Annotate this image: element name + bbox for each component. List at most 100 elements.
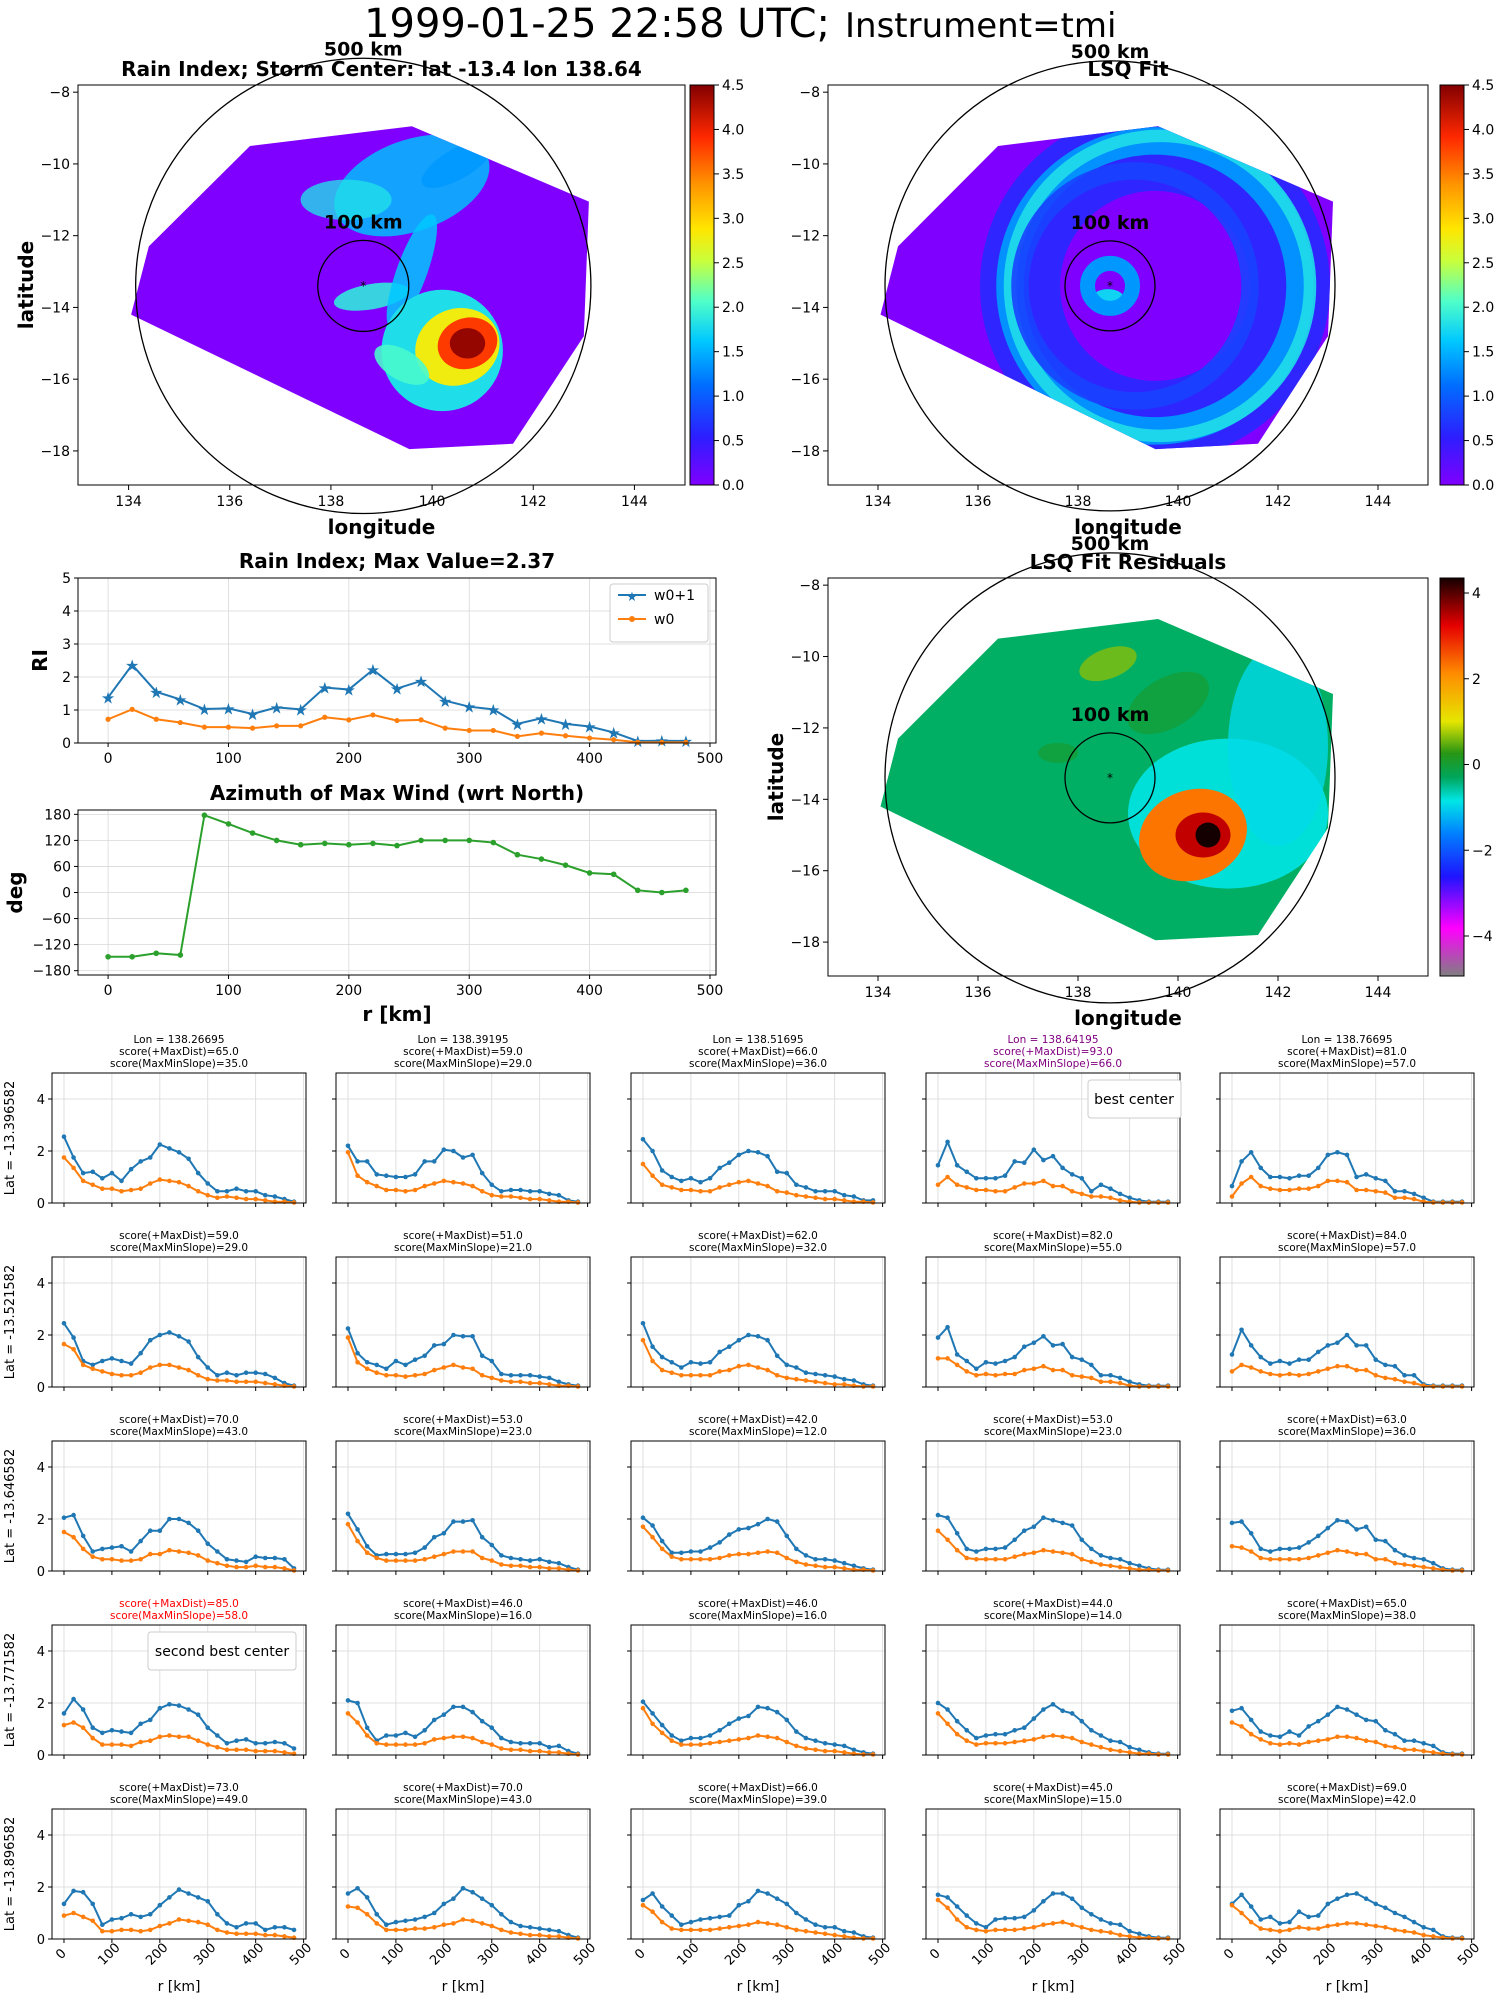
data-point: [1306, 1540, 1311, 1545]
data-point: [1127, 1195, 1132, 1201]
data-point: [650, 1891, 655, 1896]
data-point: [1430, 1200, 1436, 1205]
field-ring: [1011, 162, 1259, 410]
y-tick-label: 180: [44, 807, 71, 823]
data-point: [253, 1554, 258, 1559]
data-point: [1363, 1551, 1369, 1557]
data-point: [176, 1334, 182, 1339]
data-point: [119, 1189, 124, 1194]
data-point: [537, 1564, 542, 1570]
x-tick-label: 100: [674, 1940, 702, 1968]
data-point: [1344, 1549, 1350, 1554]
data-point: [470, 1366, 475, 1372]
data-point: [755, 1150, 761, 1155]
data-point: [262, 1927, 268, 1933]
data-point: [765, 1153, 770, 1159]
data-point: [954, 1163, 960, 1168]
data-point: [945, 1174, 950, 1180]
data-point: [128, 1373, 134, 1378]
data-point: [393, 1733, 399, 1738]
cell-score-maxdist: score(+MaxDist)=42.0: [698, 1414, 818, 1426]
data-point: [508, 1194, 514, 1199]
data-point: [61, 1134, 67, 1139]
y-tick-label: 2: [37, 1145, 45, 1160]
data-point: [546, 1375, 552, 1381]
data-point: [167, 1921, 172, 1926]
data-point: [345, 1511, 351, 1517]
data-point: [298, 723, 304, 729]
data-point: [822, 1748, 828, 1754]
colorbar-tick-label: 0.5: [1472, 434, 1494, 450]
y-tick-label: 1: [62, 703, 71, 719]
data-point: [1060, 1734, 1065, 1740]
data-point: [282, 1925, 287, 1930]
data-point: [688, 1557, 694, 1562]
data-point: [186, 1156, 191, 1162]
data-point: [1117, 1748, 1123, 1754]
data-point: [575, 1384, 581, 1389]
data-point: [688, 1187, 694, 1193]
data-point: [195, 1712, 201, 1717]
data-point: [364, 1366, 370, 1372]
x-tick-label: 500: [866, 1940, 894, 1968]
data-point: [90, 1918, 96, 1924]
data-point: [669, 1554, 675, 1559]
data-point: [650, 1358, 655, 1364]
data-point: [1335, 1734, 1340, 1740]
data-point: [1079, 1905, 1085, 1911]
data-point: [1383, 1905, 1388, 1911]
cell-xlabel: r [km]: [442, 1979, 485, 1995]
data-point: [460, 1917, 466, 1922]
data-point: [546, 1927, 552, 1933]
data-point: [1383, 1557, 1388, 1562]
data-point: [364, 1895, 370, 1900]
data-point: [659, 1538, 665, 1544]
data-point: [470, 1518, 475, 1523]
data-point: [224, 1370, 230, 1375]
data-point: [640, 1515, 646, 1520]
data-point: [736, 1923, 742, 1929]
data-point: [669, 1360, 675, 1365]
data-point: [441, 1531, 447, 1536]
data-point: [993, 1176, 998, 1181]
data-point: [1060, 1183, 1065, 1189]
data-point: [1146, 1384, 1152, 1389]
data-point: [964, 1185, 970, 1190]
data-point: [1287, 1546, 1292, 1552]
data-point: [186, 1520, 191, 1526]
data-point: [1402, 1373, 1407, 1378]
second-best-label: second best center: [155, 1644, 289, 1660]
data-point: [253, 1931, 258, 1937]
data-point: [1287, 1919, 1292, 1925]
x-axis-label: longitude: [328, 515, 436, 539]
data-point: [1079, 1739, 1085, 1745]
y-tick-label: −120: [33, 938, 71, 954]
data-point: [205, 1192, 211, 1198]
data-point: [669, 1174, 675, 1180]
cell-score-slope: score(MaxMinSlope)=36.0: [689, 1058, 827, 1070]
data-point: [945, 1356, 950, 1361]
data-point: [964, 1925, 970, 1930]
data-point: [527, 1189, 533, 1194]
data-point: [1108, 1195, 1113, 1201]
data-point: [1354, 1367, 1359, 1373]
data-point: [243, 1379, 249, 1385]
data-point: [393, 1551, 399, 1557]
data-point: [1021, 1738, 1027, 1743]
data-point: [100, 1730, 105, 1736]
data-point: [1335, 1704, 1340, 1710]
data-point: [538, 856, 545, 862]
x-tick-label: 142: [1265, 985, 1292, 1001]
data-point: [243, 1370, 249, 1375]
data-point: [403, 1551, 408, 1557]
data-point: [403, 1742, 408, 1747]
data-point: [176, 1549, 182, 1554]
data-point: [518, 1195, 523, 1201]
data-point: [1325, 1343, 1331, 1348]
data-point: [234, 1373, 239, 1378]
y-tick-label: −12: [40, 229, 70, 245]
data-point: [935, 1163, 941, 1168]
data-point: [1363, 1524, 1369, 1530]
data-point: [1287, 1187, 1292, 1193]
data-point: [1411, 1747, 1417, 1753]
